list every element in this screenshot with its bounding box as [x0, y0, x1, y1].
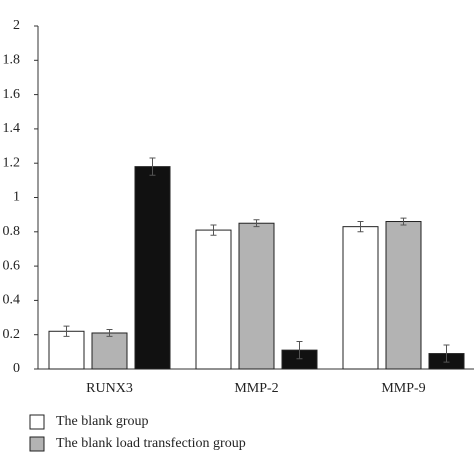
bar: [238, 222, 275, 370]
error-bar: [443, 344, 450, 363]
y-tick-label: 0.2: [3, 327, 21, 342]
bar: [342, 226, 379, 370]
error-bar: [63, 325, 70, 337]
y-tick-label: 0.6: [3, 258, 21, 273]
error-bar: [253, 219, 260, 228]
error-bar: [296, 341, 303, 360]
error-bar: [106, 329, 113, 337]
bar: [385, 221, 422, 370]
error-bar: [357, 221, 364, 233]
bar: [134, 166, 171, 370]
legend-label: The blank group: [56, 414, 149, 429]
legend-label: The blank load transfection group: [56, 436, 246, 451]
error-bar: [400, 217, 407, 226]
bar: [48, 330, 85, 370]
legend-swatch: [29, 436, 45, 452]
y-tick-label: 1: [13, 190, 20, 205]
legend-swatch: [29, 414, 45, 430]
error-bar: [149, 157, 156, 176]
x-tick-label: MMP-9: [381, 381, 425, 396]
y-tick-label: 0.8: [3, 224, 21, 239]
y-tick-label: 2: [13, 18, 20, 33]
y-tick-label: 1.6: [3, 87, 21, 102]
bar: [195, 229, 232, 370]
y-tick-label: 0.4: [3, 293, 21, 308]
y-tick-label: 1.2: [3, 155, 21, 170]
error-bar: [210, 224, 217, 236]
y-tick-label: 0: [13, 361, 20, 376]
y-tick-label: 1.8: [3, 53, 21, 68]
y-tick-label: 1.4: [3, 121, 21, 136]
x-tick-label: RUNX3: [86, 381, 133, 396]
x-tick-label: MMP-2: [234, 381, 278, 396]
bar: [91, 332, 128, 370]
